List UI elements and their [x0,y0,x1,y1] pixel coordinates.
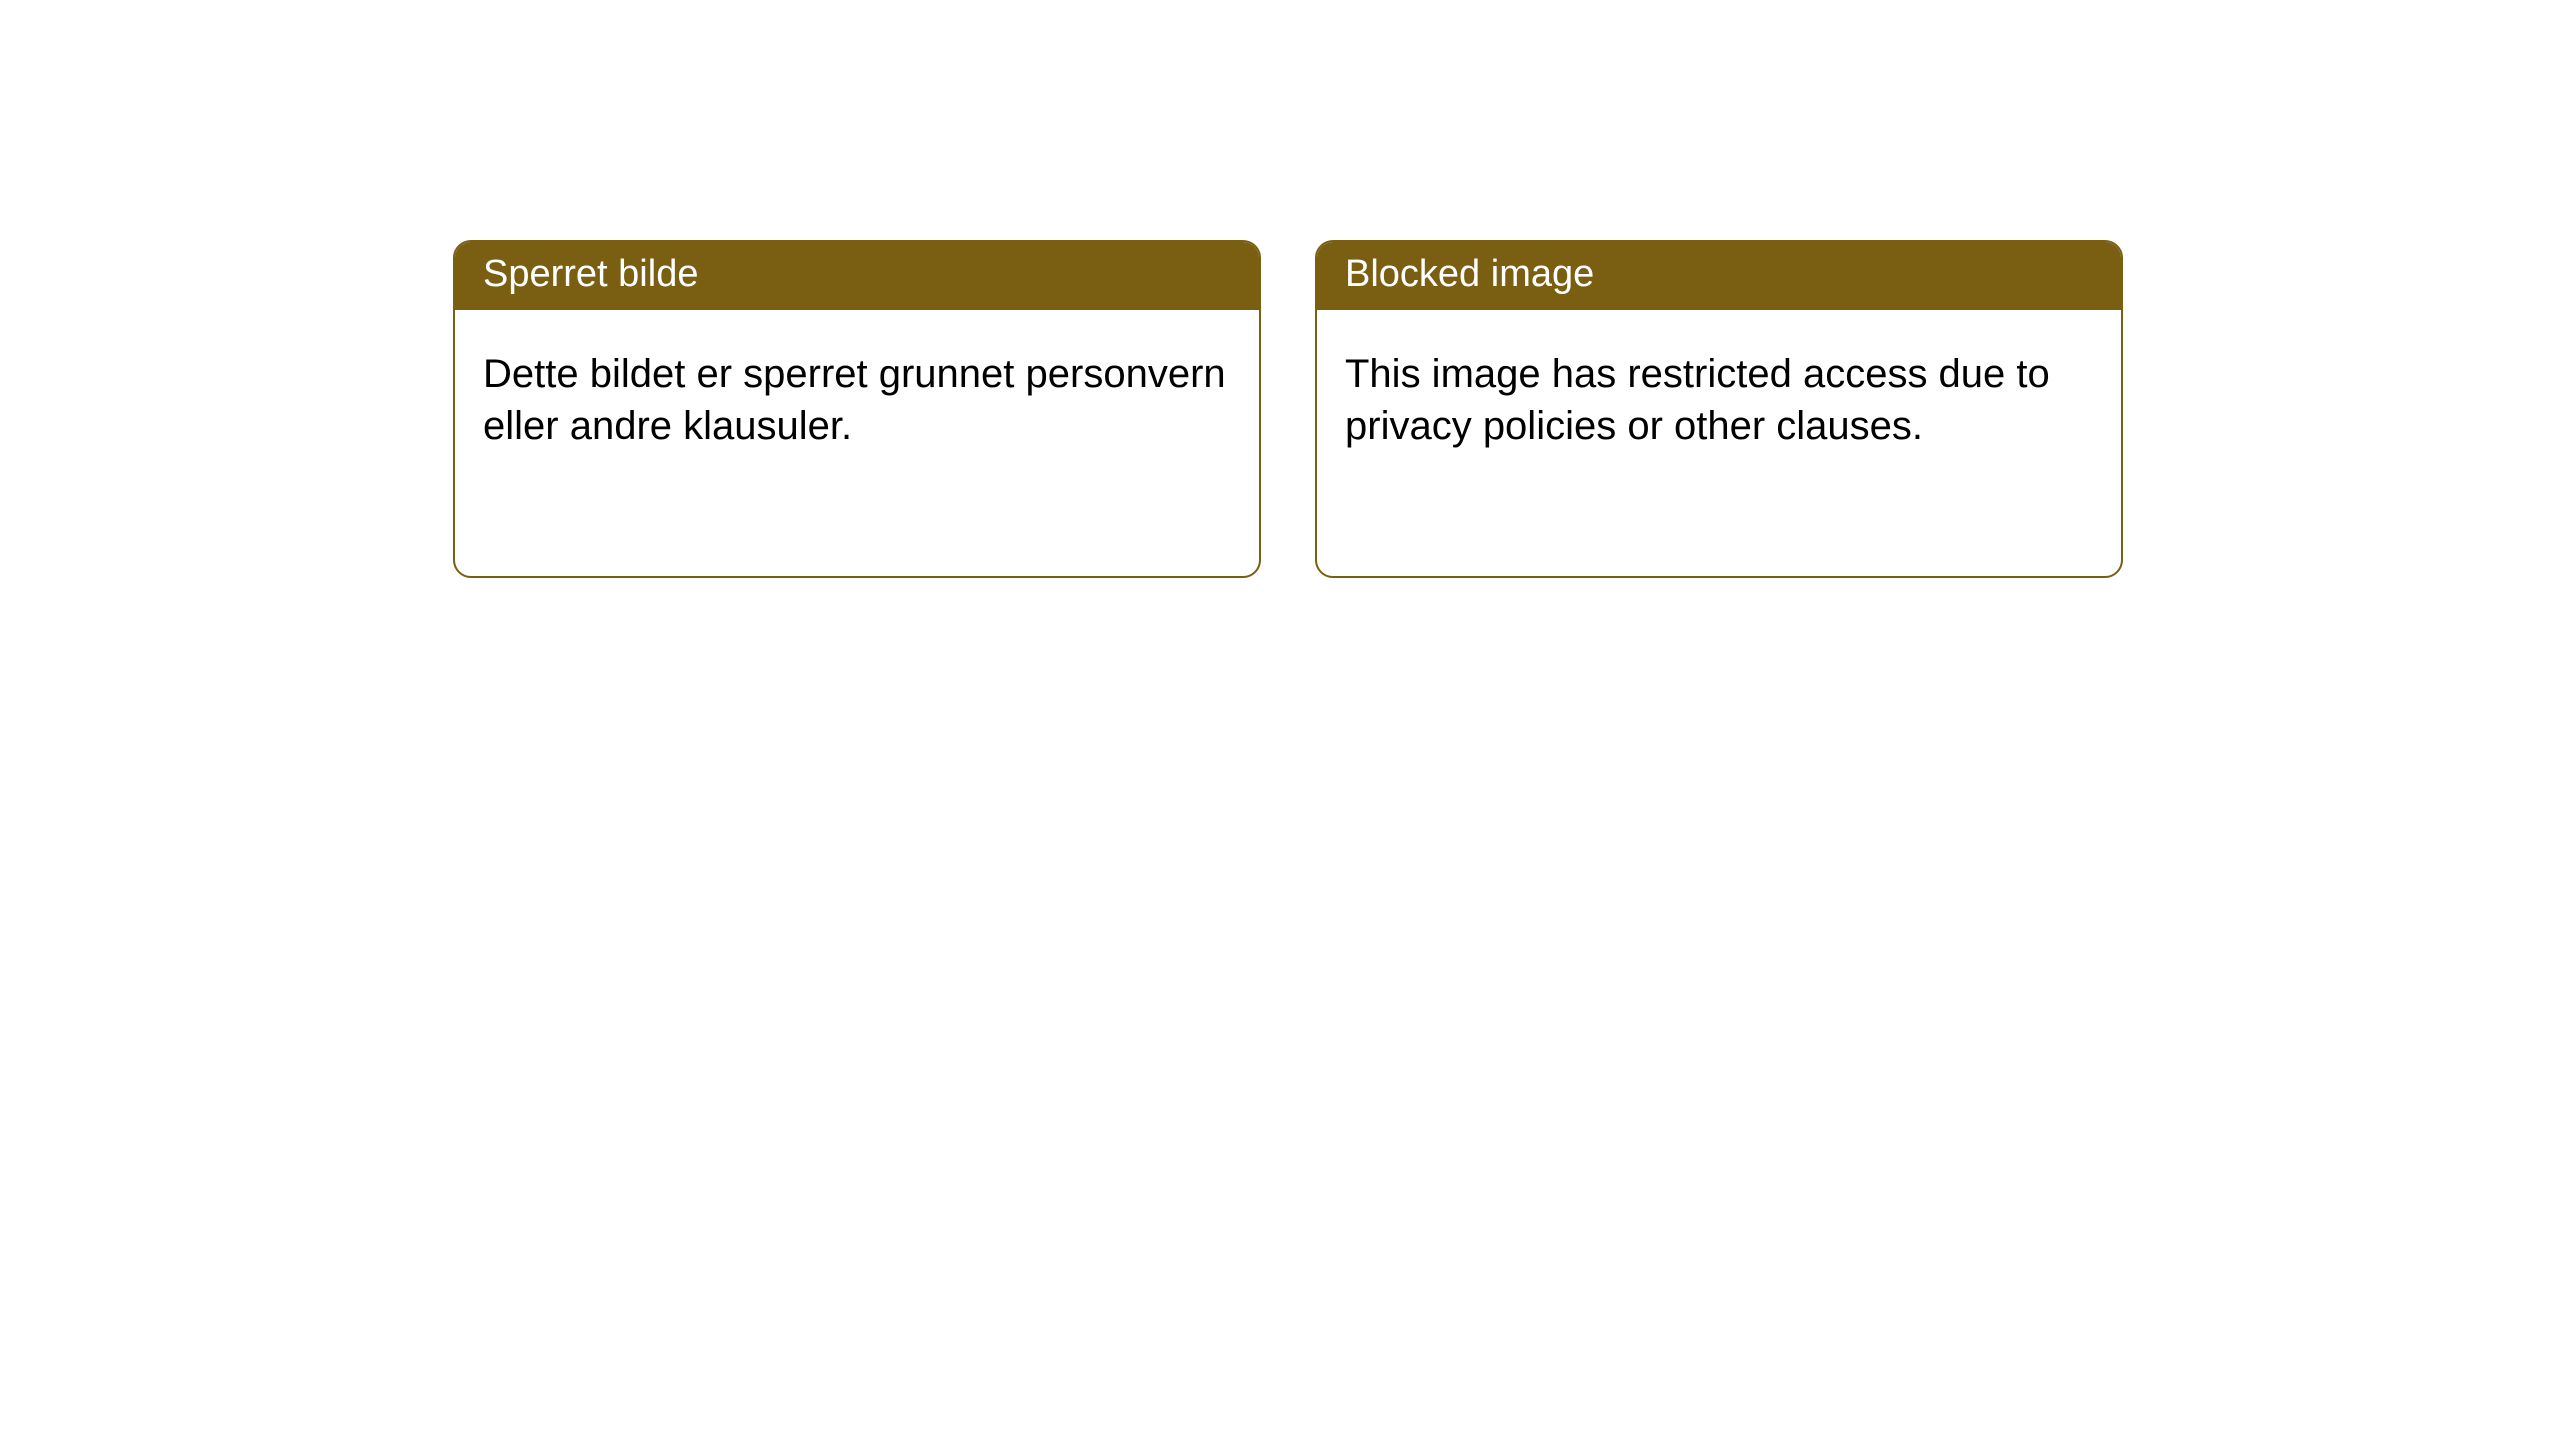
notices-container: Sperret bilde Dette bildet er sperret gr… [0,0,2560,578]
notice-header: Sperret bilde [455,242,1259,310]
notice-body: Dette bildet er sperret grunnet personve… [455,310,1259,490]
notice-body: This image has restricted access due to … [1317,310,2121,490]
notice-card-english: Blocked image This image has restricted … [1315,240,2123,578]
notice-card-norwegian: Sperret bilde Dette bildet er sperret gr… [453,240,1261,578]
notice-header: Blocked image [1317,242,2121,310]
